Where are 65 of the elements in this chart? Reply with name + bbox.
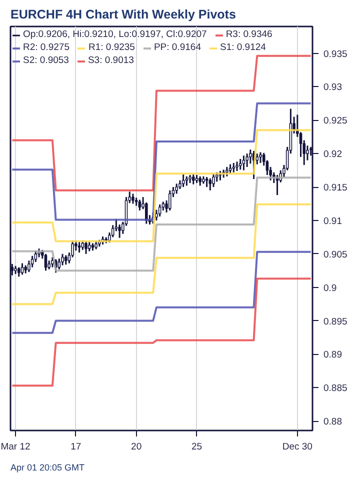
candlestick xyxy=(256,152,259,166)
candlestick xyxy=(175,182,178,194)
x-tick-label: 25 xyxy=(191,442,202,452)
y-tick-label: 0.915 xyxy=(324,182,348,194)
candlestick xyxy=(84,240,88,255)
legend-label: S3: 0.9013 xyxy=(88,55,134,66)
candlestick xyxy=(198,176,202,186)
x-tick-label: Dec 30 xyxy=(282,442,312,452)
legend-label: PP: 0.9164 xyxy=(154,42,201,53)
candlestick xyxy=(64,254,68,266)
y-tick-label: 0.91 xyxy=(324,216,342,227)
candlestick xyxy=(20,262,24,276)
legend-label: S1: 0.9124 xyxy=(220,42,266,53)
candlestick xyxy=(17,266,20,278)
candlestick xyxy=(138,198,142,212)
candlestick xyxy=(236,160,238,172)
y-tick-label: 0.905 xyxy=(324,249,348,260)
line-series xyxy=(11,102,312,221)
candlestick xyxy=(132,192,134,204)
candlestick xyxy=(259,152,262,164)
candlestick xyxy=(205,176,208,188)
x-tick-label: 17 xyxy=(70,442,82,452)
candlestick xyxy=(158,204,162,218)
candlestick xyxy=(232,162,236,174)
candlestick xyxy=(28,260,30,273)
candlestick xyxy=(168,190,172,212)
candlestick xyxy=(81,240,84,251)
legend-label: R1: 0.9235 xyxy=(88,42,135,53)
legend-label: R2: 0.9275 xyxy=(23,42,70,53)
y-tick-label: 0.93 xyxy=(324,82,342,94)
line-series xyxy=(11,278,312,387)
x-tick-label: Mar 12 xyxy=(0,442,30,452)
candlestick xyxy=(212,172,215,188)
candlestick xyxy=(88,241,91,252)
y-tick-label: 0.89 xyxy=(324,350,342,361)
candlestick xyxy=(61,253,64,266)
candlestick xyxy=(58,258,61,270)
legend-label: Op:0.9206, Hi:0.9210, Lo:0.9197, Cl:0.9207 xyxy=(23,29,207,40)
y-tick-label: 0.895 xyxy=(324,316,348,328)
candlestick xyxy=(208,178,212,192)
line-series xyxy=(11,203,312,306)
chart-title: EURCHF 4H Chart With Weekly Pivots xyxy=(10,8,236,22)
text: Apr 01 20:05 GMT xyxy=(10,462,86,472)
legend-label: S2: 0.9053 xyxy=(23,55,69,66)
candlestick xyxy=(182,174,185,188)
y-tick-label: 0.885 xyxy=(324,383,348,394)
y-tick-label: 0.925 xyxy=(324,116,348,127)
candlestick xyxy=(118,224,121,239)
candlestick xyxy=(185,176,188,186)
y-tick-label: 0.88 xyxy=(324,416,342,428)
line-series xyxy=(11,250,312,334)
y-tick-label: 0.92 xyxy=(324,149,342,160)
x-tick-label: 20 xyxy=(131,442,142,452)
candlestick xyxy=(246,152,248,168)
y-tick-label: 0.935 xyxy=(324,48,348,60)
line-series xyxy=(11,54,312,192)
candlestick xyxy=(242,154,246,172)
candlestick xyxy=(226,166,228,178)
candlestick xyxy=(30,255,34,268)
legend-label: R3: 0.9346 xyxy=(226,29,272,40)
y-tick-label: 0.9 xyxy=(324,282,337,294)
candlestick xyxy=(249,148,252,164)
candlestick xyxy=(78,241,81,254)
candlestick xyxy=(238,158,242,170)
candlestick xyxy=(192,174,195,186)
